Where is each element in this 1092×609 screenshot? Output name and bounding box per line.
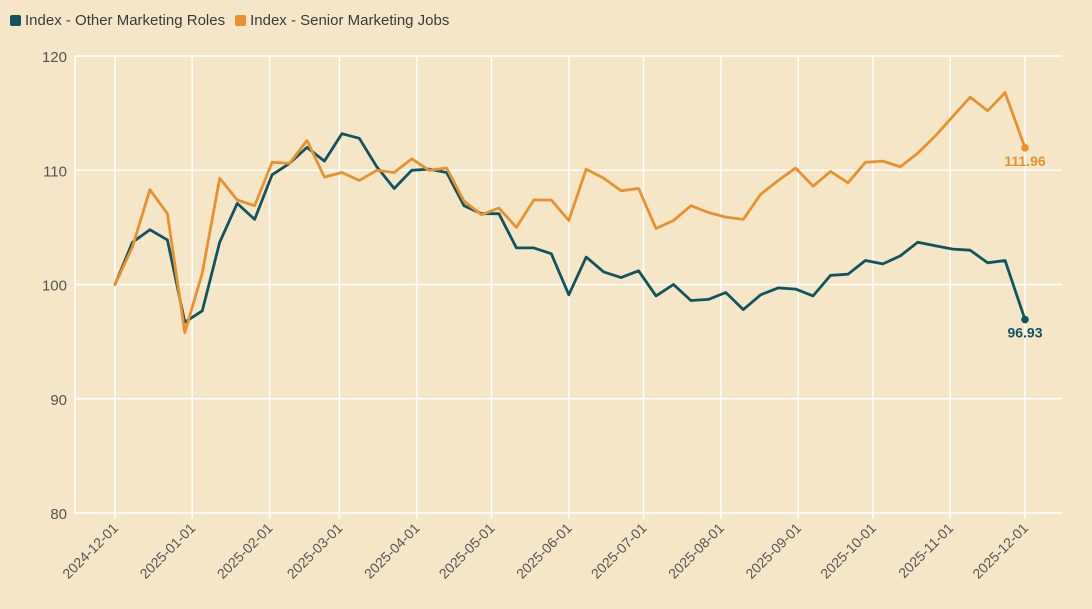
legend-label-senior-marketing: Index - Senior Marketing Jobs: [250, 12, 450, 29]
x-tick-label: 2025-02-01: [214, 520, 276, 582]
legend: Index - Other Marketing Roles Index - Se…: [10, 12, 449, 29]
y-tick-label: 80: [50, 506, 67, 523]
y-tick-label: 100: [42, 278, 67, 295]
legend-label-other-marketing: Index - Other Marketing Roles: [25, 12, 226, 29]
x-tick-label: 2025-03-01: [284, 520, 346, 582]
x-tick-label: 2025-04-01: [361, 520, 423, 582]
x-tick-label: 2025-05-01: [436, 520, 498, 582]
y-tick-label: 90: [50, 392, 67, 409]
end-marker-senior-marketing: [1021, 144, 1029, 152]
x-tick-label: 2024-12-01: [59, 520, 121, 582]
end-marker-other-marketing: [1021, 315, 1029, 324]
series-line-other-marketing: [113, 132, 1027, 324]
x-tick-label: 2025-01-01: [136, 520, 198, 582]
legend-item-other-marketing[interactable]: Index - Other Marketing Roles: [10, 12, 225, 29]
x-tick-label: 2025-07-01: [588, 520, 650, 582]
end-label-other-marketing: 96.93: [1007, 325, 1042, 341]
legend-swatch-senior-marketing: [235, 15, 247, 26]
legend-item-senior-marketing[interactable]: Index - Senior Marketing Jobs: [235, 12, 449, 29]
x-tick-label: 2025-11-01: [895, 520, 956, 581]
y-tick-label: 120: [42, 49, 67, 66]
series-line-senior-marketing: [113, 91, 1027, 334]
end-label-senior-marketing: 111.96: [1004, 153, 1045, 169]
x-tick-label: 2025-12-01: [969, 520, 1031, 582]
x-tick-label: 2025-08-01: [665, 520, 727, 582]
x-tick-label: 2025-09-01: [742, 520, 804, 582]
y-tick-label: 110: [43, 163, 67, 180]
x-tick-label: 2025-06-01: [513, 520, 575, 582]
legend-swatch-other-marketing: [10, 15, 21, 26]
x-tick-label: 2025-10-01: [817, 520, 879, 582]
